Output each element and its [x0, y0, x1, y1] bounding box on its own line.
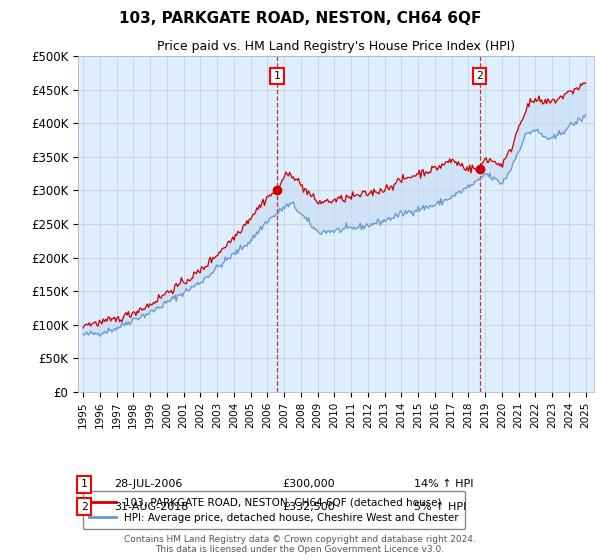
Text: 103, PARKGATE ROAD, NESTON, CH64 6QF: 103, PARKGATE ROAD, NESTON, CH64 6QF: [119, 11, 481, 26]
Text: 5% ↑ HPI: 5% ↑ HPI: [414, 502, 466, 512]
Text: 2: 2: [80, 502, 88, 512]
Text: £332,500: £332,500: [282, 502, 335, 512]
Text: 1: 1: [274, 71, 280, 81]
Legend: 103, PARKGATE ROAD, NESTON, CH64 6QF (detached house), HPI: Average price, detac: 103, PARKGATE ROAD, NESTON, CH64 6QF (de…: [83, 491, 465, 529]
Text: Contains HM Land Registry data © Crown copyright and database right 2024.
This d: Contains HM Land Registry data © Crown c…: [124, 535, 476, 554]
Text: 2: 2: [476, 71, 483, 81]
Text: 14% ↑ HPI: 14% ↑ HPI: [414, 479, 473, 489]
Text: 1: 1: [80, 479, 88, 489]
Title: Price paid vs. HM Land Registry's House Price Index (HPI): Price paid vs. HM Land Registry's House …: [157, 40, 515, 53]
Text: 28-JUL-2006: 28-JUL-2006: [114, 479, 182, 489]
Text: £300,000: £300,000: [282, 479, 335, 489]
Text: 31-AUG-2018: 31-AUG-2018: [114, 502, 188, 512]
